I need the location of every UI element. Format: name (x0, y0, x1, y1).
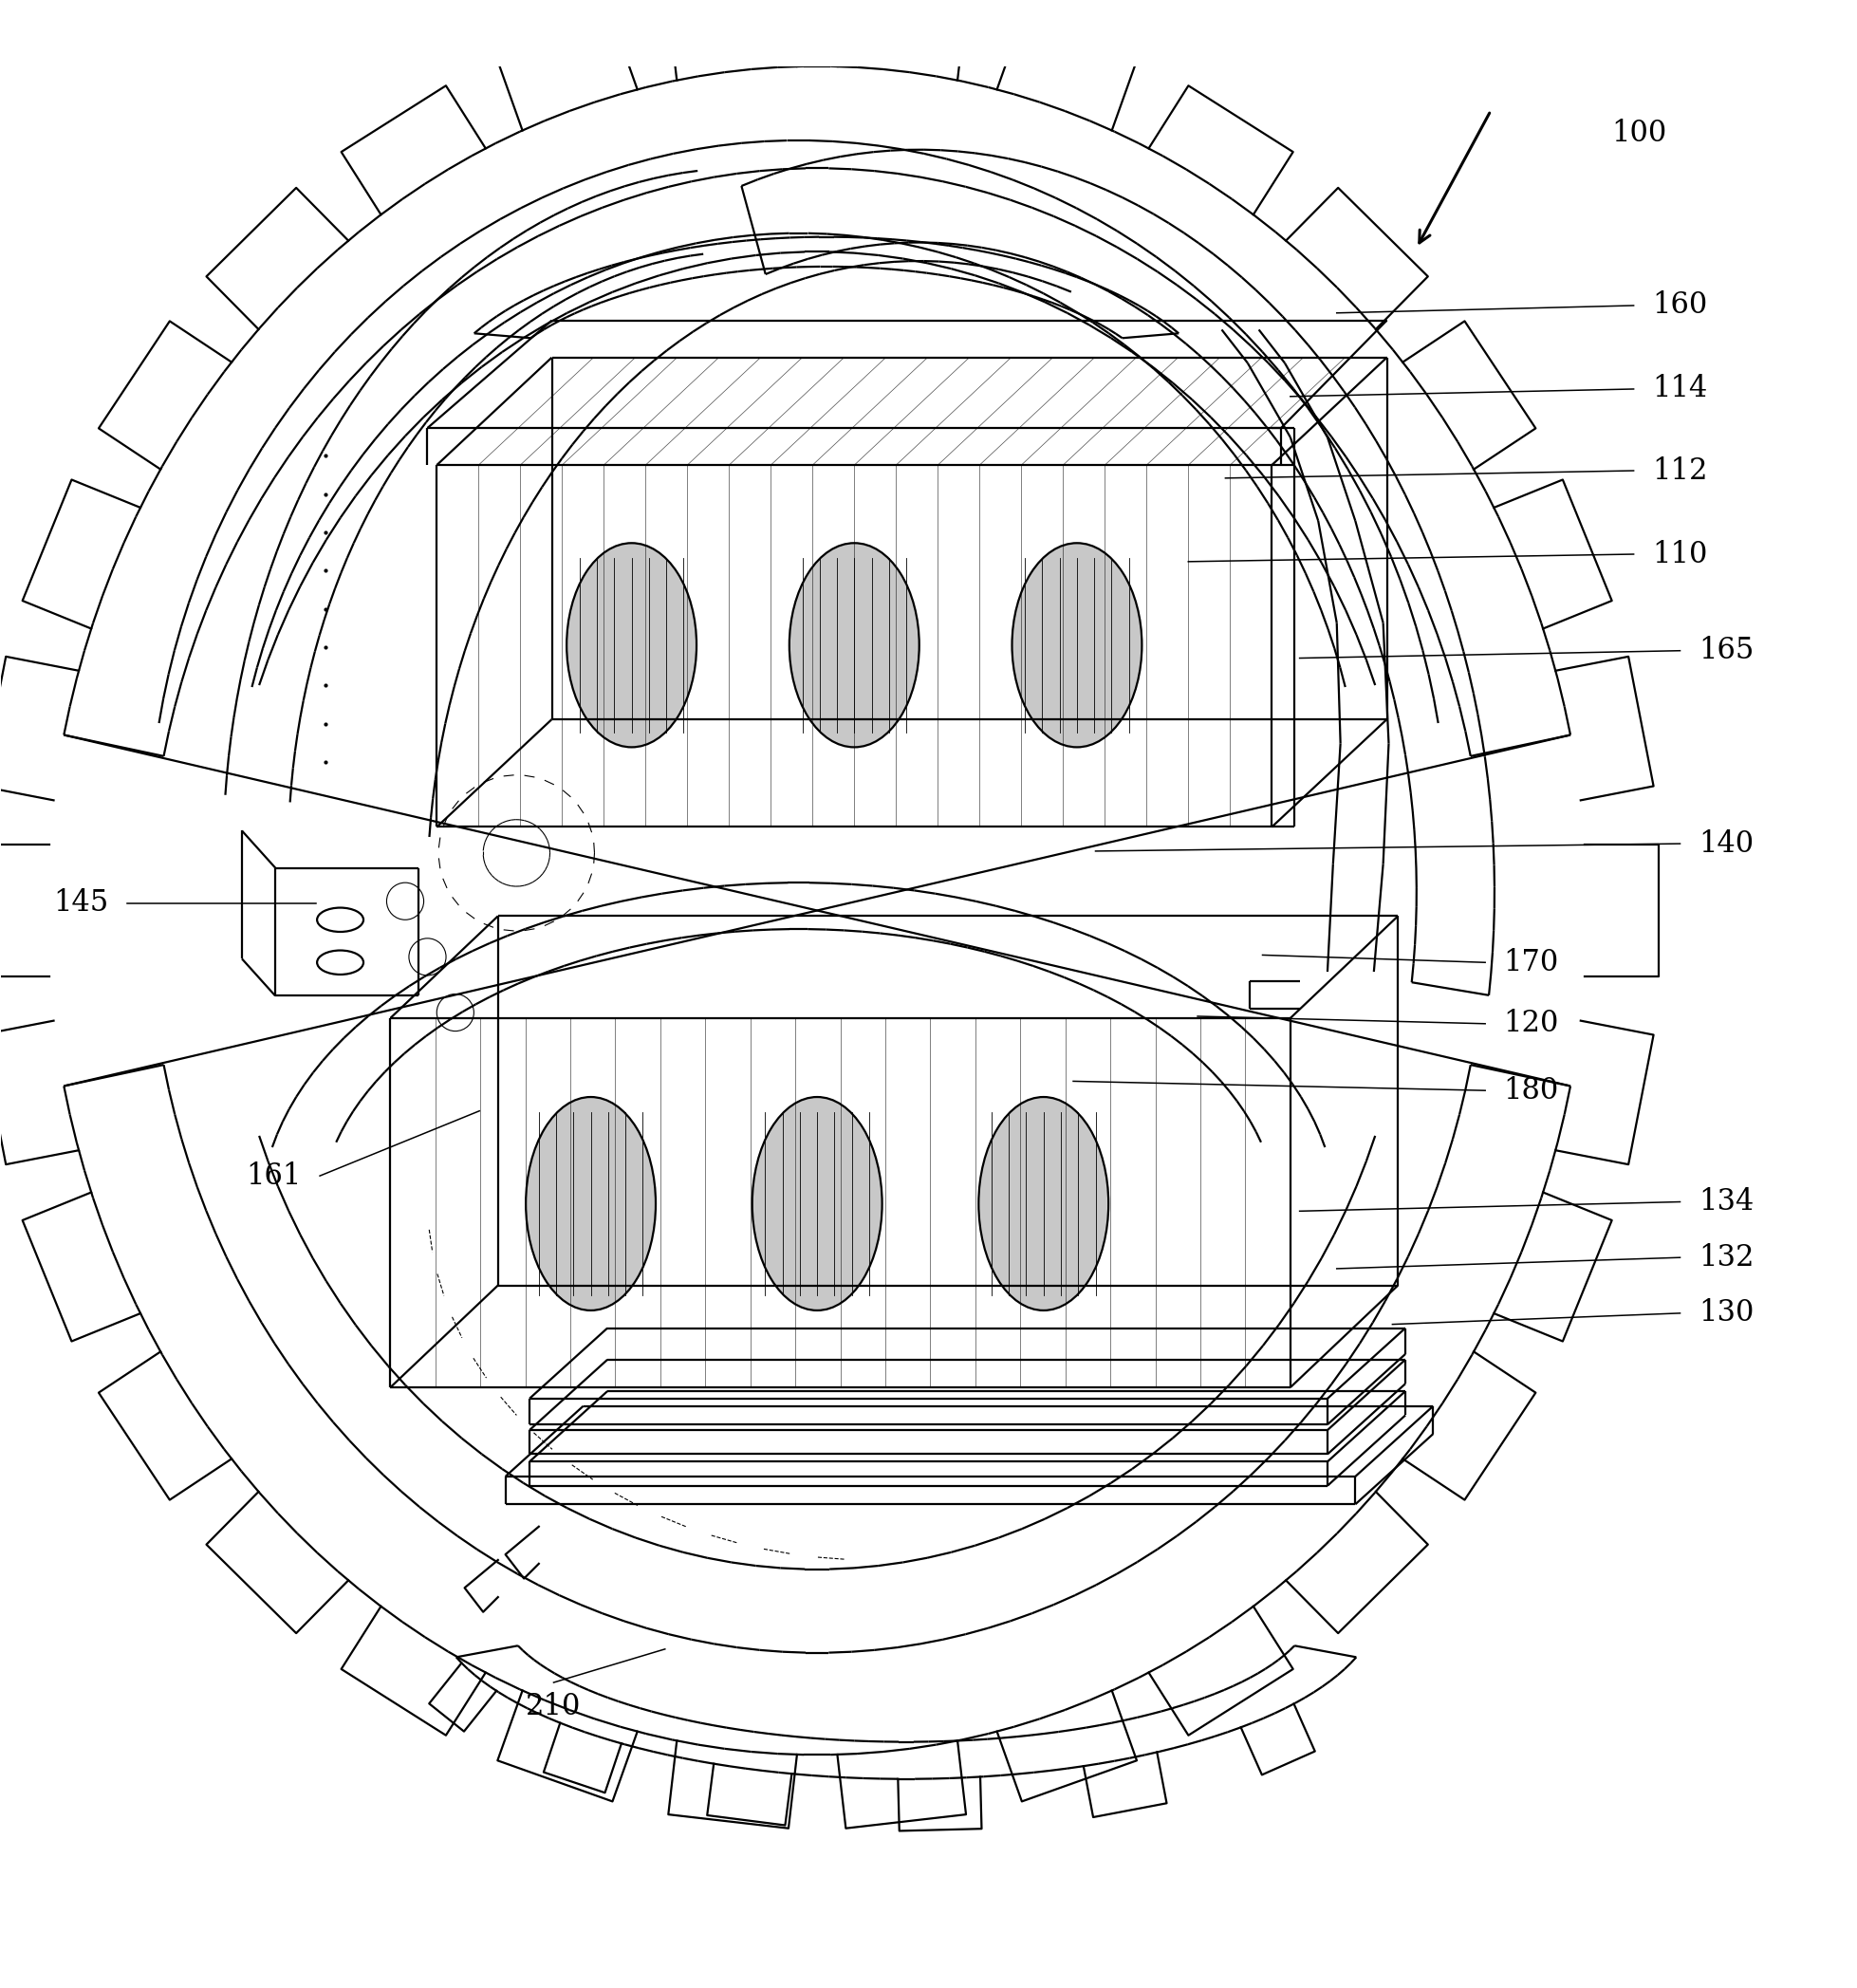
Ellipse shape (526, 1097, 656, 1310)
Text: 170: 170 (1504, 948, 1560, 978)
Ellipse shape (566, 543, 696, 747)
Text: 100: 100 (1612, 117, 1668, 147)
Text: 110: 110 (1653, 539, 1708, 569)
Text: 145: 145 (54, 889, 108, 918)
Ellipse shape (752, 1097, 882, 1310)
Text: 210: 210 (526, 1692, 581, 1722)
Text: 132: 132 (1699, 1242, 1755, 1272)
Ellipse shape (979, 1097, 1109, 1310)
Text: 134: 134 (1699, 1187, 1753, 1217)
Text: 130: 130 (1699, 1298, 1755, 1328)
Text: 112: 112 (1653, 455, 1708, 485)
Ellipse shape (318, 950, 364, 974)
Text: 161: 161 (245, 1161, 301, 1191)
Text: 120: 120 (1504, 1010, 1560, 1038)
Text: 160: 160 (1653, 290, 1707, 320)
Text: 165: 165 (1699, 636, 1755, 666)
Ellipse shape (789, 543, 919, 747)
Text: 140: 140 (1699, 829, 1753, 859)
Text: 180: 180 (1504, 1076, 1560, 1105)
Ellipse shape (318, 909, 364, 932)
Text: 114: 114 (1653, 374, 1707, 404)
Ellipse shape (1012, 543, 1142, 747)
